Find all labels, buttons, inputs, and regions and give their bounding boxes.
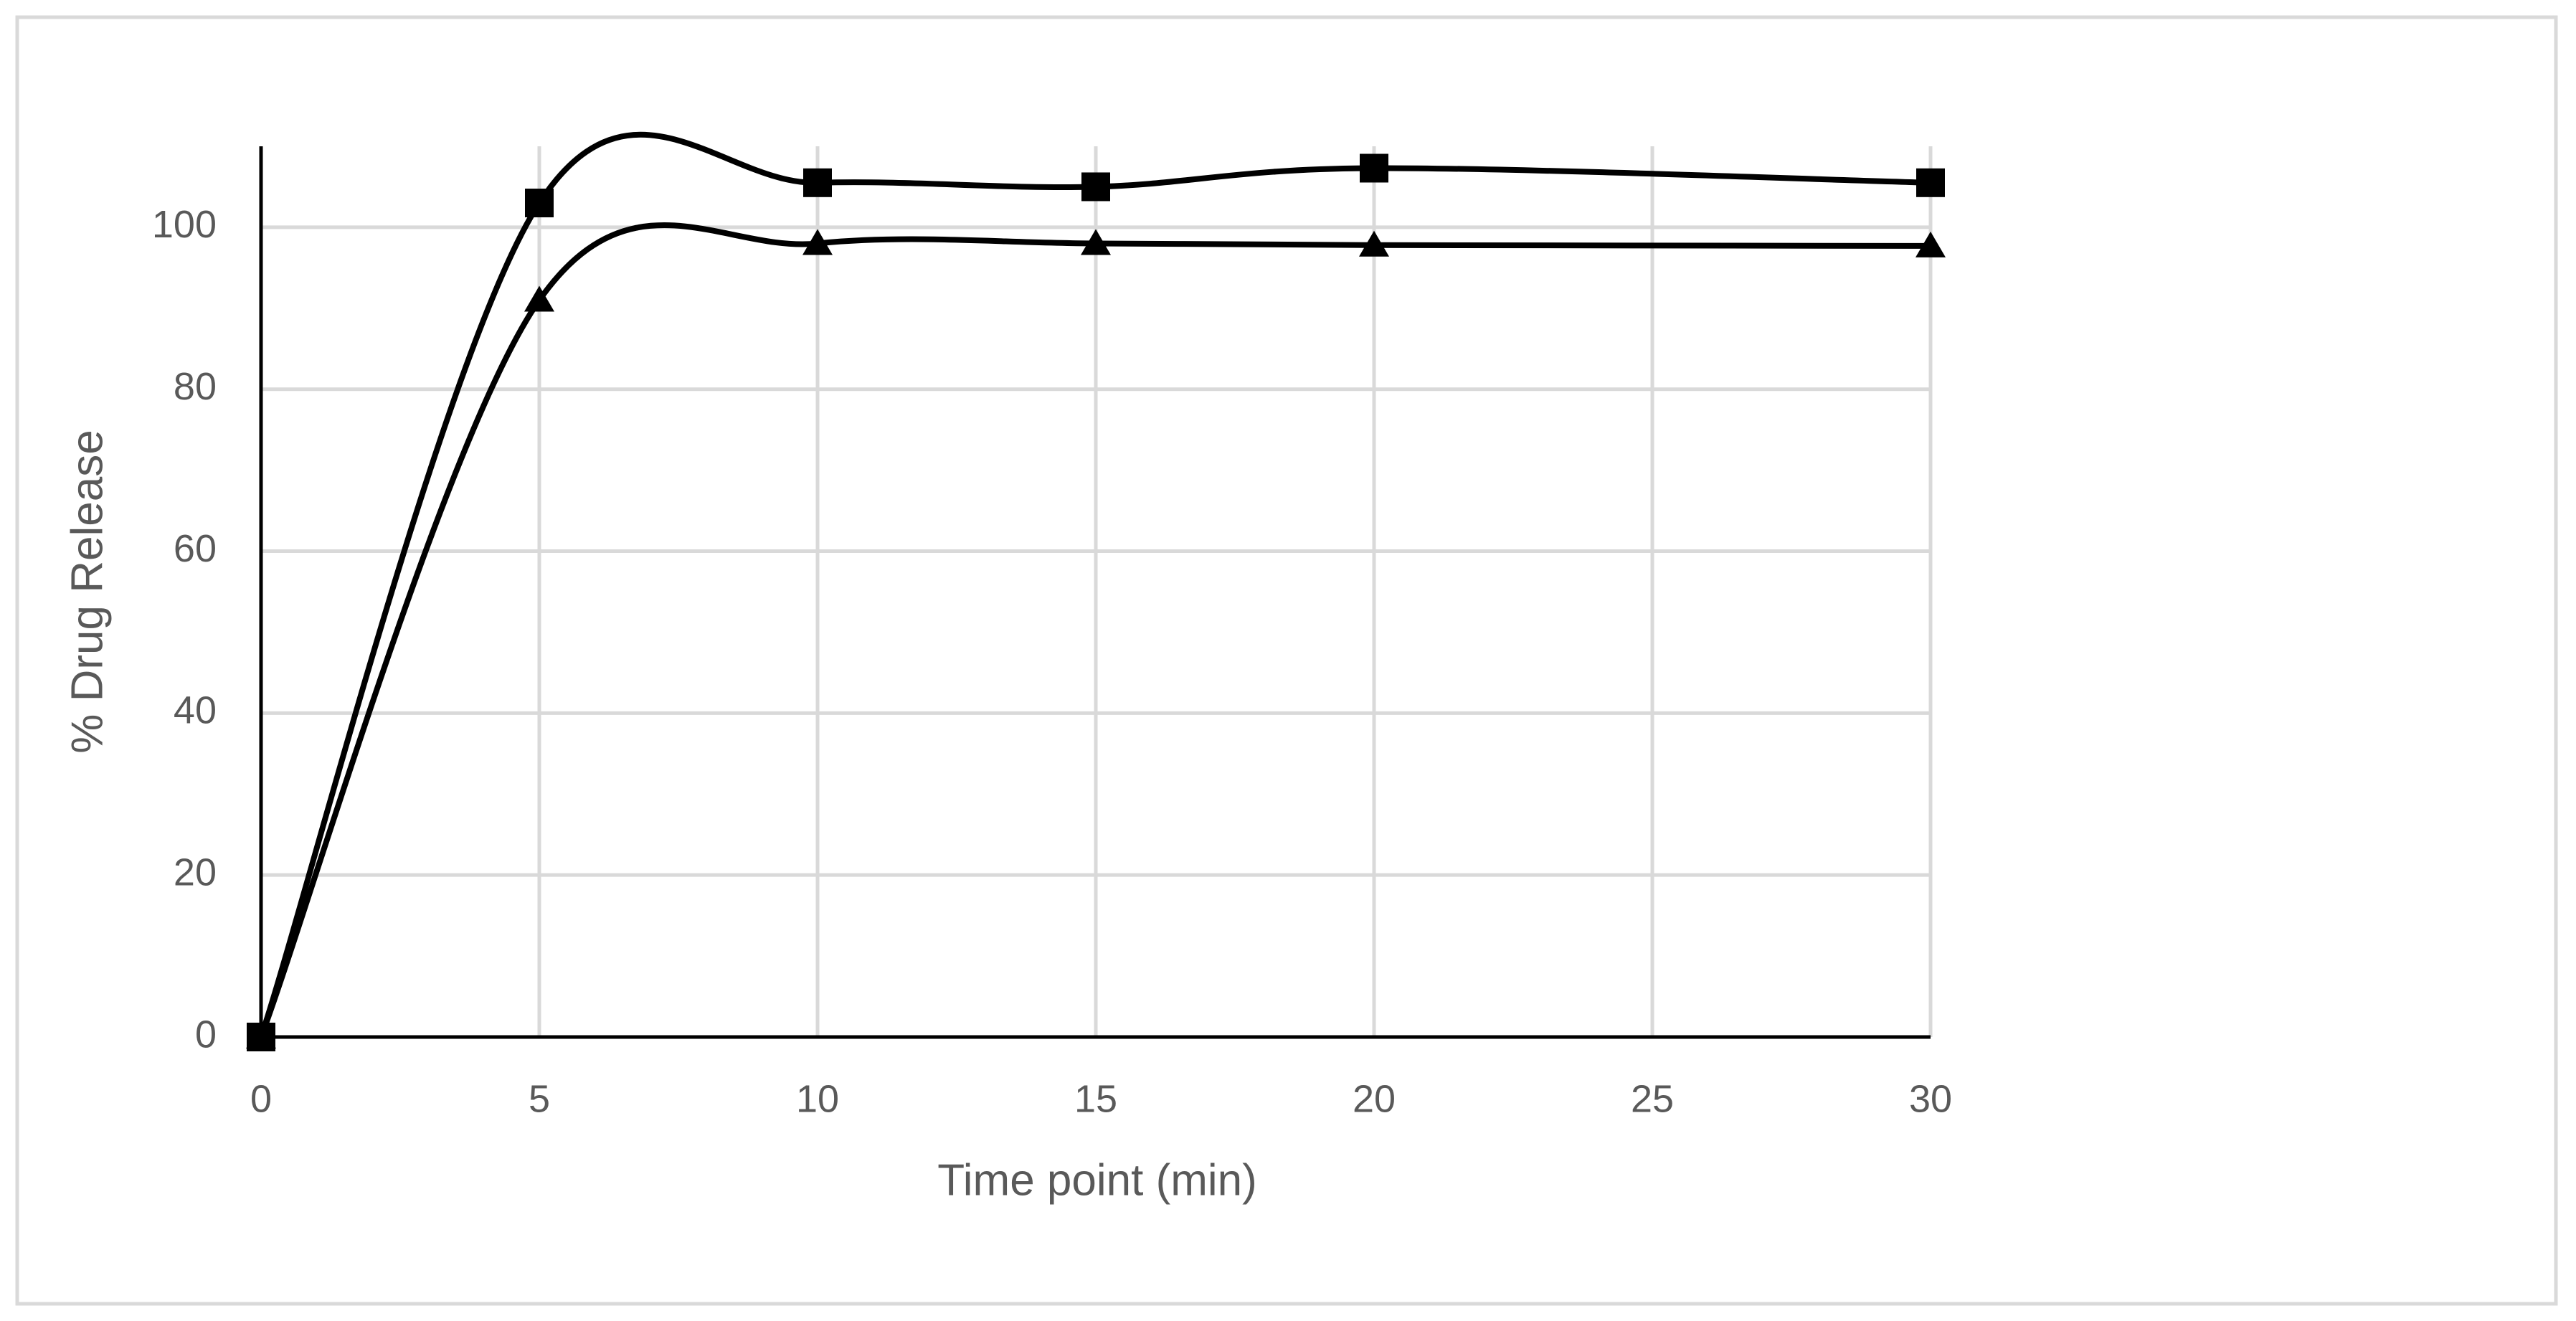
data-point — [1916, 168, 1945, 197]
data-point — [803, 168, 832, 197]
x-tick-label: 25 — [1631, 1077, 1674, 1120]
x-tick-label: 10 — [796, 1077, 839, 1120]
y-tick-label: 20 — [174, 851, 217, 894]
x-tick-label: 0 — [250, 1077, 272, 1120]
x-tick-label: 20 — [1353, 1077, 1396, 1120]
y-tick-label: 60 — [174, 527, 217, 570]
y-tick-label: 100 — [152, 203, 217, 246]
y-tick-label: 0 — [195, 1013, 217, 1056]
series-line — [258, 131, 1931, 1038]
data-point — [525, 189, 554, 218]
data-point — [524, 285, 554, 312]
y-axis-title: % Drug Release — [62, 430, 112, 753]
data-point — [1359, 230, 1389, 257]
data-point — [802, 229, 833, 255]
x-tick-label: 15 — [1074, 1077, 1117, 1120]
data-point — [1081, 172, 1110, 202]
x-axis-title: Time point (min) — [937, 1155, 1257, 1205]
series-line — [258, 222, 1931, 1038]
y-tick-label: 80 — [174, 365, 217, 408]
chart-frame — [15, 15, 2558, 1306]
data-point — [246, 1023, 276, 1048]
data-point — [1360, 153, 1388, 183]
data-point — [1916, 231, 1946, 257]
data-point — [1081, 229, 1111, 255]
x-tick-label: 30 — [1909, 1077, 1952, 1120]
y-tick-label: 40 — [174, 689, 217, 732]
x-tick-label: 5 — [529, 1077, 550, 1120]
